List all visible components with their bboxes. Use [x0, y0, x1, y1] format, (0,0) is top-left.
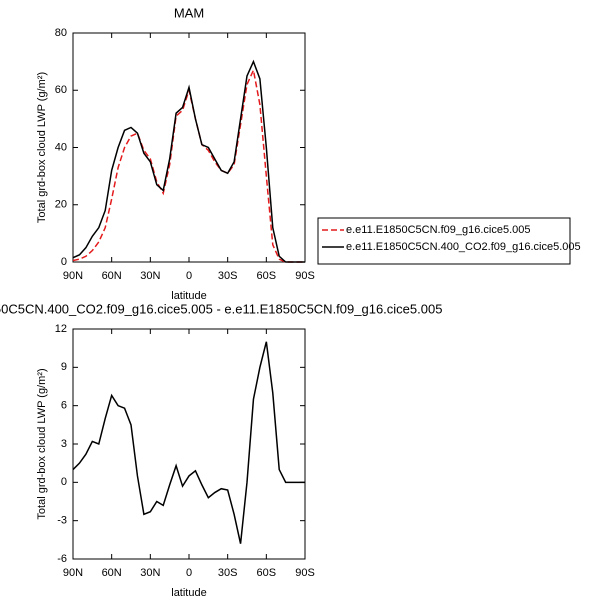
- y-axis-label: Total grd-box cloud LWP (g/m²): [36, 368, 48, 519]
- legend-label: e.e11.E1850C5CN.400_CO2.f09_g16.cice5.00…: [346, 241, 581, 253]
- y-tick-label: -6: [57, 553, 67, 565]
- legend-label: e.e11.E1850C5CN.f09_g16.cice5.005: [346, 224, 531, 236]
- series-line: [72, 341, 305, 544]
- chart-title: e.e11.E1850C5CN.400_CO2.f09_g16.cice5.00…: [0, 301, 442, 316]
- x-tick-label: 90N: [63, 567, 83, 579]
- x-axis-label: latitude: [171, 290, 206, 302]
- y-tick-label: 0: [61, 256, 67, 268]
- y-tick-label: 20: [55, 199, 67, 211]
- x-tick-label: 30S: [218, 270, 238, 282]
- y-tick-label: 6: [61, 400, 67, 412]
- x-tick-label: 30N: [140, 270, 160, 282]
- x-tick-label: 90N: [63, 270, 83, 282]
- x-tick-label: 30N: [140, 567, 160, 579]
- y-tick-label: 9: [61, 361, 67, 373]
- y-tick-label: 60: [55, 84, 67, 96]
- series-line: [72, 59, 305, 263]
- y-axis-label: Total grd-box cloud LWP (g/m²): [36, 72, 48, 223]
- x-tick-label: 60S: [257, 567, 277, 579]
- series-line: [72, 67, 305, 263]
- y-tick-label: 80: [55, 27, 67, 39]
- y-tick-label: -3: [57, 515, 67, 527]
- y-tick-label: 0: [61, 476, 67, 488]
- legend-box: [317, 217, 571, 265]
- x-tick-label: 90S: [295, 567, 315, 579]
- x-tick-label: 30S: [218, 567, 238, 579]
- plot-frame: [72, 32, 306, 263]
- y-tick-label: 12: [55, 323, 67, 335]
- y-tick-label: 40: [55, 141, 67, 153]
- x-tick-label: 60S: [257, 270, 277, 282]
- y-tick-label: 3: [61, 438, 67, 450]
- x-tick-label: 60N: [102, 270, 122, 282]
- chart-title: MAM: [174, 5, 204, 20]
- x-tick-label: 60N: [102, 567, 122, 579]
- x-axis-label: latitude: [171, 587, 206, 599]
- x-tick-label: 0: [186, 567, 192, 579]
- x-tick-label: 90S: [295, 270, 315, 282]
- x-tick-label: 0: [186, 270, 192, 282]
- plot-frame: [72, 328, 306, 560]
